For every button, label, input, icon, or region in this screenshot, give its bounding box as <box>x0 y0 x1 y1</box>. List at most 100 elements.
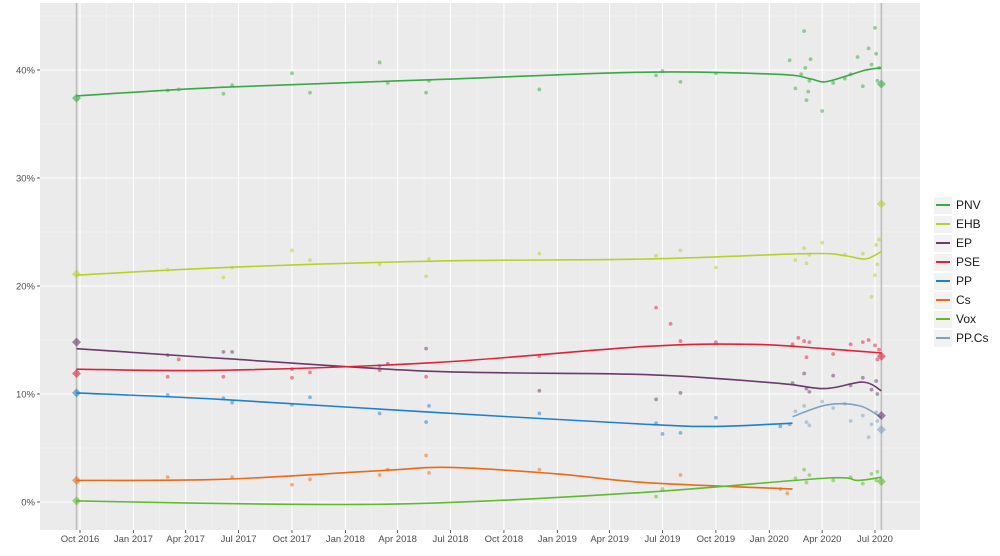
x-tick-label: Apr 2020 <box>803 534 842 545</box>
trend-line-ehb <box>76 250 882 276</box>
legend-label-ehb: EHB <box>956 217 981 231</box>
trend-line-vox <box>76 476 882 506</box>
poll-point-pp <box>778 424 783 429</box>
poll-point-vox <box>869 472 874 476</box>
poll-point-ep <box>230 349 235 354</box>
result-marker-ehb <box>876 199 886 209</box>
poll-point-vox <box>793 476 798 481</box>
result-marker-vox <box>72 496 82 506</box>
poll-point-pp <box>308 395 312 400</box>
poll-point-pnv <box>654 73 658 78</box>
poll-point-vox <box>831 478 836 483</box>
poll-point-pse <box>290 375 294 380</box>
poll-point-cs <box>308 477 312 482</box>
x-tick-label: Oct 2017 <box>273 534 312 545</box>
poll-point-ehb <box>290 248 294 253</box>
poll-point-pse <box>790 342 795 347</box>
plot-panel <box>40 3 920 530</box>
trend-line-pp <box>76 392 793 428</box>
result-marker-pse <box>876 351 886 361</box>
poll-point-ep <box>221 349 226 354</box>
poll-point-pnv <box>377 60 382 65</box>
poll-point-ehb <box>427 257 431 261</box>
poll-point-pse <box>866 338 871 342</box>
poll-point-vox <box>802 467 807 472</box>
poll-point-pnv <box>537 87 542 92</box>
legend-label-vox: Vox <box>956 312 976 326</box>
poll-point-ehb <box>820 240 825 245</box>
poll-point-pnv <box>799 72 804 77</box>
trend-line-ep <box>76 347 882 392</box>
trend-line-pp-cs <box>792 402 882 419</box>
poll-point-pp <box>537 411 542 416</box>
x-axis: Oct 2016 Jan 2017 Apr 2017 Jul 2017 Oct 2017… <box>61 530 893 545</box>
gridlines <box>40 3 920 530</box>
poll-point-pp <box>678 430 683 435</box>
poll-point-pse <box>221 374 226 379</box>
poll-point-vox <box>807 473 812 477</box>
poll-point-ep <box>875 392 880 396</box>
poll-point-ehb <box>877 237 881 242</box>
poll-point-ehb <box>875 262 880 267</box>
poll-point-pp <box>660 432 665 436</box>
poll-point-pnv <box>221 91 226 96</box>
x-tick-label: Oct 2019 <box>697 534 736 545</box>
y-tick-label: 0% <box>21 498 35 509</box>
poll-point-pse <box>860 340 865 345</box>
poll-point-cs <box>424 453 429 458</box>
poll-point-pp-cs <box>875 419 880 423</box>
poll-point-pse <box>848 342 853 347</box>
result-marker-ep <box>876 411 886 421</box>
poll-point-ep <box>802 371 807 376</box>
poll-point-cs <box>537 467 542 472</box>
result-marker-ehb <box>72 269 82 279</box>
poll-point-ehb <box>308 258 312 262</box>
result-marker-pp <box>72 388 82 398</box>
poll-point-pp <box>424 420 429 424</box>
poll-point-pse <box>807 340 812 345</box>
poll-point-pse <box>877 347 881 352</box>
result-marker-cs <box>72 475 82 485</box>
poll-point-ep <box>654 397 658 402</box>
y-tick-label: 20% <box>16 282 36 293</box>
poll-point-ehb <box>874 243 879 247</box>
poll-point-cs <box>678 473 683 477</box>
poll-point-pnv <box>803 65 808 70</box>
y-tick-label: 30% <box>16 174 36 185</box>
poll-point-pnv <box>808 57 813 62</box>
x-tick-label: Jan 2018 <box>326 534 365 545</box>
poll-point-pse <box>713 340 718 345</box>
x-tick-label: Jul 2020 <box>857 534 893 545</box>
legend: PNV EHB EP PSE PP Cs Vox PP.Cs <box>932 194 992 350</box>
y-axis: 0% 10% 20% 30% 40% <box>16 66 40 509</box>
poll-point-ep <box>831 373 836 378</box>
poll-point-pp-cs <box>831 406 836 410</box>
y-tick-label: 40% <box>16 66 36 77</box>
legend-label-pse: PSE <box>956 255 980 269</box>
x-tick-label: Jan 2019 <box>538 534 577 545</box>
poll-point-pse <box>802 339 807 343</box>
poll-point-pnv <box>308 90 312 95</box>
x-tick-label: Apr 2017 <box>166 534 205 545</box>
poll-point-pnv <box>290 71 294 76</box>
poll-point-pp-cs <box>793 409 798 414</box>
x-tick-label: Jul 2019 <box>644 534 680 545</box>
poll-point-pse <box>875 357 880 362</box>
poll-point-pnv <box>869 62 874 67</box>
poll-point-pnv <box>807 78 812 83</box>
result-marker-ep <box>72 337 82 347</box>
poll-point-ehb <box>860 251 865 256</box>
trend-lines <box>76 67 882 506</box>
legend-label-ep: EP <box>956 236 972 250</box>
poll-point-ehb <box>221 275 226 280</box>
poll-point-ehb <box>377 262 382 267</box>
poll-point-ep <box>424 346 429 351</box>
legend-label-cs: Cs <box>956 293 971 307</box>
poll-point-pp-cs <box>820 399 825 404</box>
poll-point-pse <box>804 355 809 360</box>
poll-point-pnv <box>806 89 811 94</box>
poll-point-pnv <box>424 90 429 95</box>
poll-point-pp-cs <box>802 403 807 408</box>
poll-point-ep <box>874 379 879 383</box>
